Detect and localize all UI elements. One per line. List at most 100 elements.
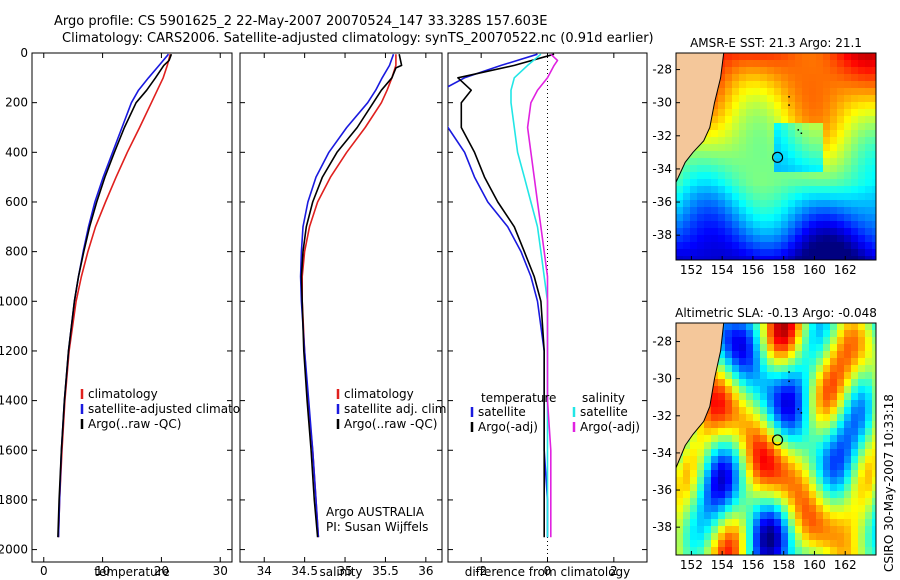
- map-cell: [788, 463, 796, 471]
- map-cell: [781, 88, 789, 96]
- map-cell: [697, 540, 705, 548]
- map-cell: [676, 512, 684, 520]
- map-cell: [697, 200, 705, 208]
- map-cell: [683, 456, 691, 464]
- map-cell: [711, 519, 719, 527]
- map-cell: [711, 221, 719, 229]
- map-cell: [739, 414, 747, 422]
- map-cell: [816, 358, 824, 366]
- map-cell: [809, 393, 817, 401]
- map-cell: [746, 172, 754, 180]
- x-tick-label: -2: [475, 564, 487, 578]
- map-cell: [837, 249, 845, 257]
- map-cell: [774, 442, 782, 450]
- map-cell: [683, 158, 691, 166]
- map-cell: [837, 81, 845, 89]
- map-cell: [746, 449, 754, 457]
- map-cell: [739, 407, 747, 415]
- map-cell: [788, 519, 796, 527]
- map-cell: [711, 470, 719, 478]
- map-cell: [851, 519, 859, 527]
- map-cell: [711, 256, 719, 260]
- map-cell: [858, 379, 866, 387]
- map-cell: [858, 193, 866, 201]
- map-cell: [725, 130, 733, 138]
- map-cell: [858, 323, 866, 331]
- map-cell: [718, 421, 726, 429]
- map-cell: [718, 228, 726, 236]
- map-cell: [746, 400, 754, 408]
- map-cell: [795, 358, 803, 366]
- map-cell: [851, 330, 859, 338]
- map-cell: [809, 533, 817, 541]
- map-cell: [795, 393, 803, 401]
- legend-label: climatology: [88, 387, 158, 401]
- x-tick-label: 158: [772, 263, 795, 277]
- map-cell: [865, 421, 873, 429]
- map-cell: [830, 221, 838, 229]
- map-cell: [823, 393, 831, 401]
- map-cell: [865, 214, 873, 222]
- map-cell: [711, 235, 719, 243]
- map-cell: [858, 221, 866, 229]
- map-cell: [781, 95, 789, 103]
- map-cell: [837, 547, 845, 555]
- map-cell: [872, 386, 876, 394]
- map-cell: [718, 512, 726, 520]
- map-cell: [802, 137, 810, 145]
- x-tick-label: 35.5: [372, 564, 399, 578]
- map-cell: [837, 526, 845, 534]
- map-cell: [781, 414, 789, 422]
- x-tick-label: 152: [680, 558, 703, 572]
- map-cell: [816, 456, 824, 464]
- map-cell: [704, 235, 712, 243]
- map-cell: [823, 74, 831, 82]
- map-cell: [746, 477, 754, 485]
- map-cell: [725, 379, 733, 387]
- map-cell: [816, 393, 824, 401]
- map-cell: [816, 200, 824, 208]
- map-cell: [725, 463, 733, 471]
- map-cell: [844, 193, 852, 201]
- coastline: [675, 52, 725, 183]
- map-cell: [802, 526, 810, 534]
- map-cell: [725, 109, 733, 117]
- map-cell: [697, 221, 705, 229]
- map-cell: [753, 116, 761, 124]
- map-cell: [872, 151, 876, 159]
- map-cell: [732, 235, 740, 243]
- map-cell: [746, 463, 754, 471]
- map-cell: [823, 323, 831, 331]
- map-cell: [718, 477, 726, 485]
- map-cell: [844, 130, 852, 138]
- map-cell: [865, 60, 873, 68]
- map-cell: [774, 400, 782, 408]
- map-cell: [753, 470, 761, 478]
- map-cell: [753, 407, 761, 415]
- map-cell: [872, 242, 876, 250]
- map-cell: [816, 151, 824, 159]
- map-cell: [837, 88, 845, 96]
- map-cell: [711, 214, 719, 222]
- map-cell: [816, 414, 824, 422]
- map-cell: [739, 123, 747, 131]
- map-cell: [788, 351, 796, 359]
- y-tick-label: 1000: [0, 294, 28, 308]
- x-tick-label: 0: [40, 564, 48, 578]
- map-cell: [823, 256, 831, 260]
- map-cell: [823, 242, 831, 250]
- map-cell: [711, 158, 719, 166]
- map-cell: [760, 484, 768, 492]
- map-cell: [865, 484, 873, 492]
- map-cell: [851, 344, 859, 352]
- map-cell: [690, 235, 698, 243]
- map-cell: [851, 449, 859, 457]
- map-cell: [739, 463, 747, 471]
- map-cell: [858, 491, 866, 499]
- y-tick-label: 1400: [0, 394, 28, 408]
- map-cell: [844, 256, 852, 260]
- map-cell: [781, 323, 789, 331]
- map-cell: [746, 165, 754, 173]
- map-cell: [697, 449, 705, 457]
- map-cell: [774, 200, 782, 208]
